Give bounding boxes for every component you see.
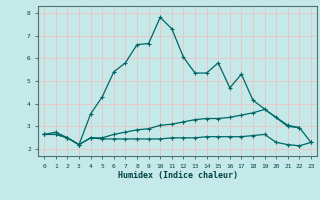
X-axis label: Humidex (Indice chaleur): Humidex (Indice chaleur) <box>118 171 238 180</box>
